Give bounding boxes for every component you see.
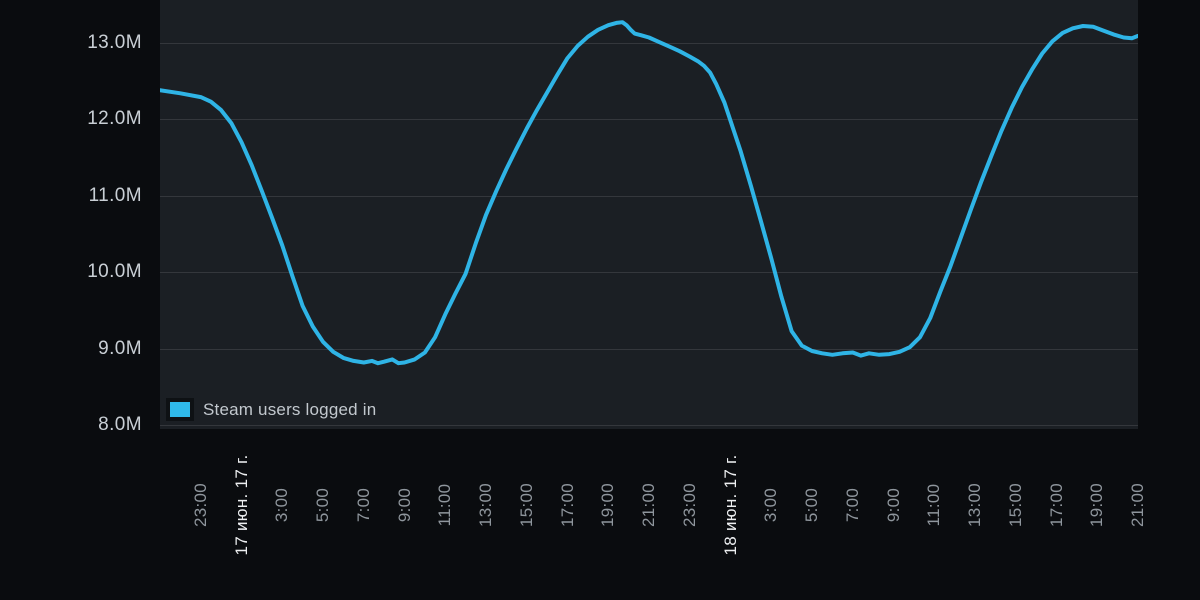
x-axis-tick-label: 7:00 xyxy=(353,487,373,523)
gridline xyxy=(160,42,1138,44)
x-axis-tick-label: 19:00 xyxy=(598,482,618,528)
gridline xyxy=(160,119,1138,121)
x-axis-date-label: 17 июн. 17 г. xyxy=(231,454,251,556)
x-axis-tick-label: 15:00 xyxy=(516,482,536,528)
legend-swatch-icon xyxy=(166,398,194,421)
x-axis-tick-label: 3:00 xyxy=(272,487,292,523)
x-axis-tick-label: 5:00 xyxy=(802,487,821,523)
y-axis-tick-label: 10.0M xyxy=(87,261,142,283)
x-axis-tick-label: 7:00 xyxy=(842,487,862,523)
x-axis-tick-label: 23:00 xyxy=(679,482,699,528)
y-axis-tick-label: 12.0M xyxy=(87,108,142,130)
x-axis-tick-label: 17:00 xyxy=(557,482,577,528)
x-axis: 23:00 17 июн. 17 г. 3:00 5:00 7:00 9:00 11:00 1… xyxy=(160,430,1170,598)
gridline xyxy=(160,425,1138,427)
x-axis-tick-label: 23:00 xyxy=(190,482,210,528)
steam-users-line-series xyxy=(160,20,1138,366)
chart-plot-area[interactable]: Steam users logged in xyxy=(160,0,1138,429)
gridline xyxy=(160,272,1138,274)
x-axis-tick-label: 11:00 xyxy=(435,483,455,527)
gridline xyxy=(160,195,1138,197)
chart-legend: Steam users logged in xyxy=(166,398,376,421)
y-axis-tick-label: 8.0M xyxy=(98,414,142,436)
gridline xyxy=(160,348,1138,350)
y-axis-tick-label: 13.0M xyxy=(87,31,142,53)
x-axis-tick-label: 3:00 xyxy=(761,487,781,523)
x-axis-tick-label: 13:00 xyxy=(965,482,984,528)
x-axis-tick-label: 17:00 xyxy=(1046,482,1066,528)
steam-users-line-chart xyxy=(160,20,1138,366)
x-axis-tick-label: 13:00 xyxy=(476,482,495,528)
legend-label: Steam users logged in xyxy=(203,399,377,419)
x-axis-tick-label: 9:00 xyxy=(883,487,903,523)
y-axis-tick-label: 11.0M xyxy=(88,184,142,206)
x-axis-tick-label: 5:00 xyxy=(313,487,332,523)
y-axis: 8.0M 9.0M 10.0M 11.0M 12.0M 13.0M xyxy=(0,0,152,435)
x-axis-tick-label: 19:00 xyxy=(1087,482,1107,528)
x-axis-tick-label: 11:00 xyxy=(924,483,944,527)
x-axis-tick-label: 15:00 xyxy=(1005,482,1025,528)
y-axis-tick-label: 9.0M xyxy=(98,337,142,359)
x-axis-tick-label: 9:00 xyxy=(394,487,414,523)
x-axis-date-label: 18 июн. 17 г. xyxy=(720,454,740,556)
x-axis-tick-label: 21:00 xyxy=(1128,482,1147,528)
x-axis-tick-label: 21:00 xyxy=(639,482,658,528)
